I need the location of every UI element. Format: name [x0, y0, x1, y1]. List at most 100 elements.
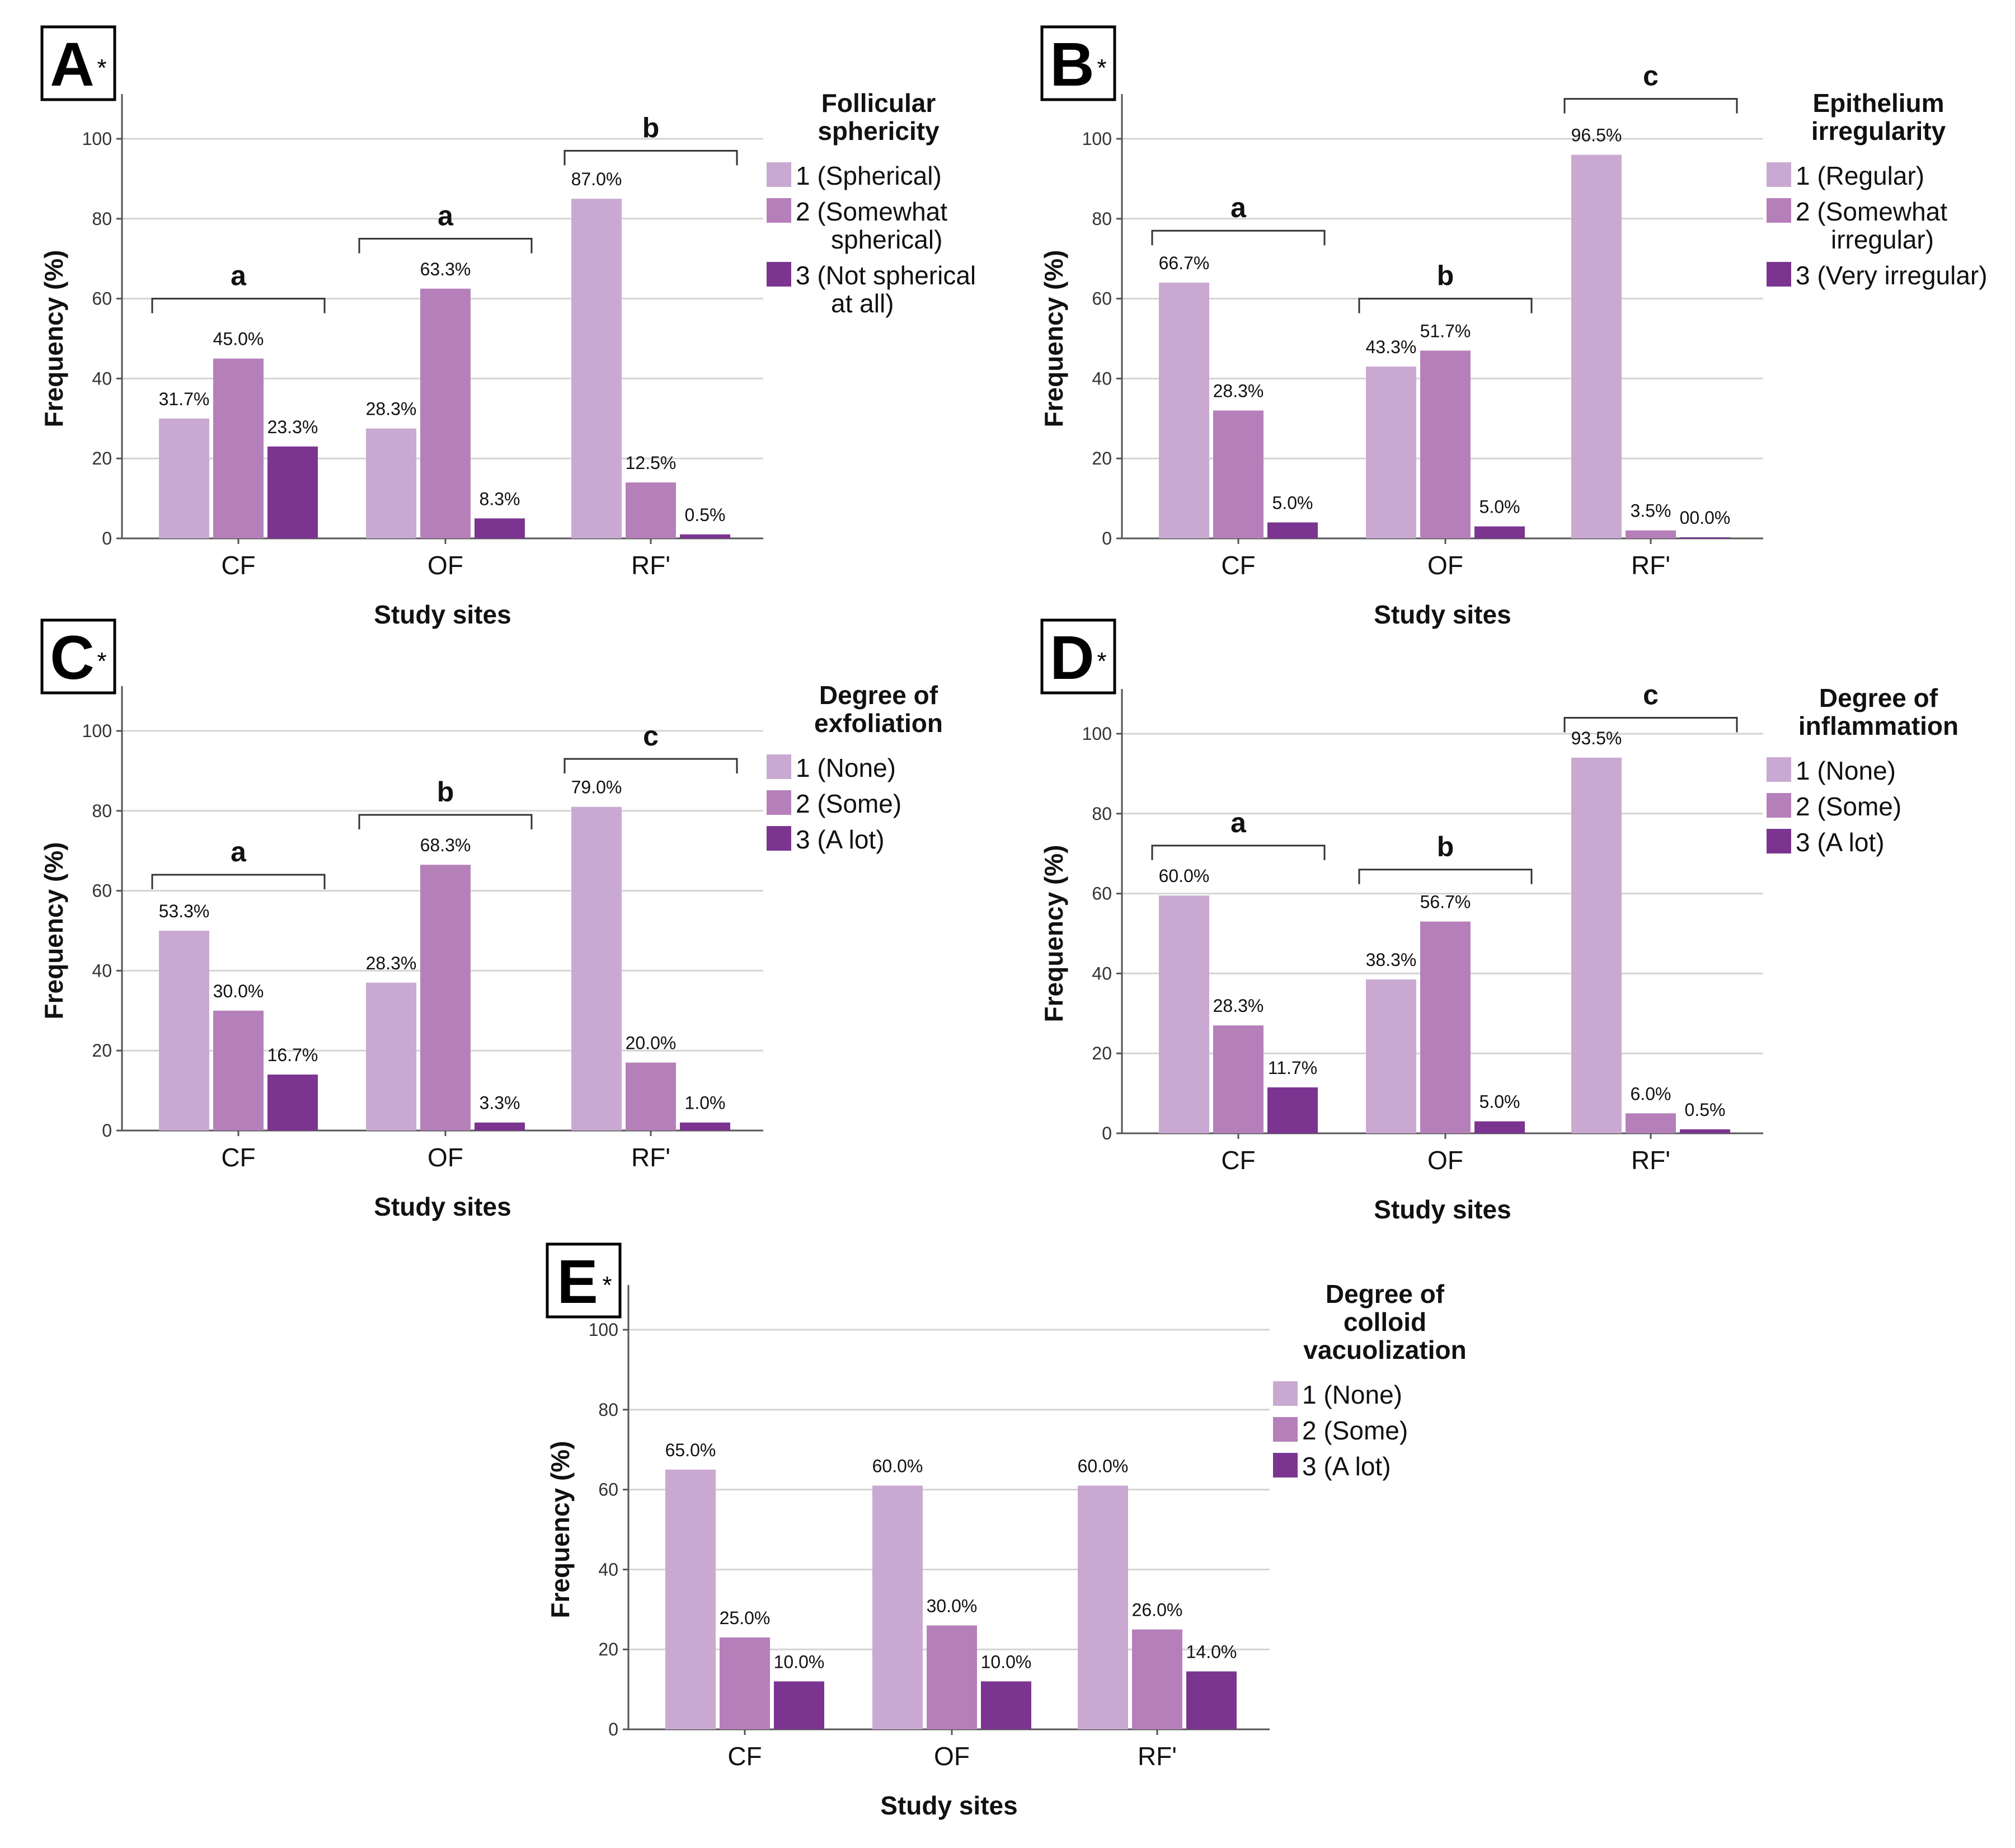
x-category-label: CF: [221, 551, 255, 580]
bar-data-label: 0.5%: [1685, 1100, 1726, 1120]
legend-label: 1 (Regular): [1796, 161, 1924, 190]
bar-data-label: 66.7%: [1159, 253, 1210, 273]
x-category-label: CF: [727, 1742, 762, 1771]
legend-swatch: [1767, 198, 1791, 223]
y-tick-label: 80: [1092, 209, 1112, 229]
x-category-label: CF: [1221, 551, 1255, 580]
y-tick-label: 40: [92, 960, 112, 981]
bar: [665, 1469, 716, 1729]
bar: [213, 1010, 264, 1131]
x-category-label: RF': [631, 1143, 670, 1172]
y-tick-label: 40: [92, 368, 112, 388]
bar: [1132, 1629, 1182, 1729]
panel-star: *: [1097, 648, 1106, 675]
bar-data-label: 56.7%: [1420, 892, 1471, 912]
bar-data-label: 6.0%: [1631, 1084, 1671, 1104]
significance-bracket: [1358, 869, 1533, 884]
bar: [1366, 366, 1416, 538]
bar: [1571, 757, 1622, 1133]
bar-data-label: 65.0%: [665, 1440, 716, 1460]
y-tick-label: 0: [102, 528, 112, 548]
significance-letter: a: [438, 200, 454, 232]
significance-letter: b: [1437, 260, 1454, 292]
legend-swatch: [1273, 1453, 1298, 1478]
bar-data-label: 28.3%: [366, 399, 417, 419]
bar-data-label: 23.3%: [267, 417, 318, 437]
bar-data-label: 28.3%: [1213, 381, 1264, 401]
y-tick-label: 100: [82, 721, 112, 741]
bar: [1159, 895, 1209, 1133]
legend-swatch: [1767, 793, 1791, 818]
y-tick-label: 0: [102, 1120, 112, 1141]
y-tick-label: 80: [92, 801, 112, 821]
legend-label: 2 (Some): [1796, 792, 1901, 821]
bar-data-label: 51.7%: [1420, 321, 1471, 341]
legend-swatch: [1273, 1381, 1298, 1406]
bar-data-label: 93.5%: [1571, 728, 1622, 748]
x-category-label: CF: [1221, 1146, 1255, 1175]
bar-data-label: 10.0%: [981, 1652, 1032, 1672]
legend-title: Follicular: [821, 88, 936, 118]
y-tick-label: 0: [1102, 1123, 1112, 1143]
y-tick-label: 20: [598, 1639, 618, 1659]
legend-title: colloid: [1344, 1307, 1426, 1336]
bar: [420, 288, 471, 538]
legend-title: Epithelium: [1812, 88, 1944, 118]
bar: [872, 1485, 923, 1729]
y-tick-label: 20: [1092, 448, 1112, 468]
panel-star: *: [1097, 54, 1106, 82]
panel-label-box: [1040, 25, 1116, 101]
legend-title: Degree of: [1819, 683, 1938, 712]
bar-data-label: 30.0%: [927, 1596, 978, 1616]
panel-label-box: [40, 25, 116, 101]
y-tick-label: 40: [598, 1559, 618, 1579]
y-tick-label: 40: [1092, 963, 1112, 983]
y-tick-label: 80: [598, 1400, 618, 1420]
bar: [475, 1122, 525, 1131]
bar-data-label: 5.0%: [1272, 493, 1313, 513]
x-axis-title: Study sites: [880, 1791, 1017, 1820]
panel-letter: D: [1050, 623, 1094, 692]
legend-label: 1 (Spherical): [796, 161, 942, 190]
significance-bracket: [1151, 229, 1326, 246]
panel-letter: E: [557, 1247, 598, 1316]
bar-data-label: 3.3%: [480, 1093, 520, 1113]
bar: [1213, 1025, 1264, 1133]
legend-title: exfoliation: [814, 709, 943, 738]
legend-title: vacuolization: [1303, 1335, 1466, 1364]
legend-swatch: [767, 162, 791, 187]
bar: [420, 865, 471, 1131]
bar: [1571, 154, 1622, 538]
bar: [1213, 410, 1264, 538]
bar-data-label: 25.0%: [720, 1608, 771, 1628]
panel-letter: C: [50, 623, 94, 692]
y-tick-label: 20: [92, 448, 112, 468]
y-tick-label: 20: [1092, 1043, 1112, 1063]
legend-label: at all): [831, 289, 894, 318]
legend-swatch: [767, 262, 791, 287]
significance-letter: b: [642, 112, 660, 143]
bar-data-label: 12.5%: [626, 453, 677, 473]
legend-label: irregular): [1831, 225, 1934, 254]
bar-data-label: 14.0%: [1186, 1641, 1237, 1662]
legend-swatch: [767, 826, 791, 851]
y-tick-label: 80: [1092, 804, 1112, 824]
x-category-label: OF: [1427, 1146, 1463, 1175]
legend-swatch: [1767, 757, 1791, 782]
significance-bracket: [1563, 716, 1738, 733]
significance-bracket: [1358, 298, 1533, 313]
y-tick-label: 60: [1092, 884, 1112, 904]
legend-swatch: [1767, 262, 1791, 287]
legend-label: 2 (Some): [796, 789, 901, 818]
bar-data-label: 0.5%: [685, 505, 726, 525]
legend-label: 3 (A lot): [796, 825, 885, 854]
y-tick-label: 60: [1092, 289, 1112, 309]
legend-swatch: [767, 198, 791, 223]
significance-bracket: [563, 149, 738, 166]
bar-data-label: 5.0%: [1479, 1092, 1520, 1112]
significance-letter: c: [1643, 679, 1659, 710]
bar: [1680, 1129, 1730, 1133]
bar-data-label: 68.3%: [420, 835, 471, 855]
bar: [626, 1062, 676, 1131]
panel-label-box: [1040, 618, 1116, 695]
